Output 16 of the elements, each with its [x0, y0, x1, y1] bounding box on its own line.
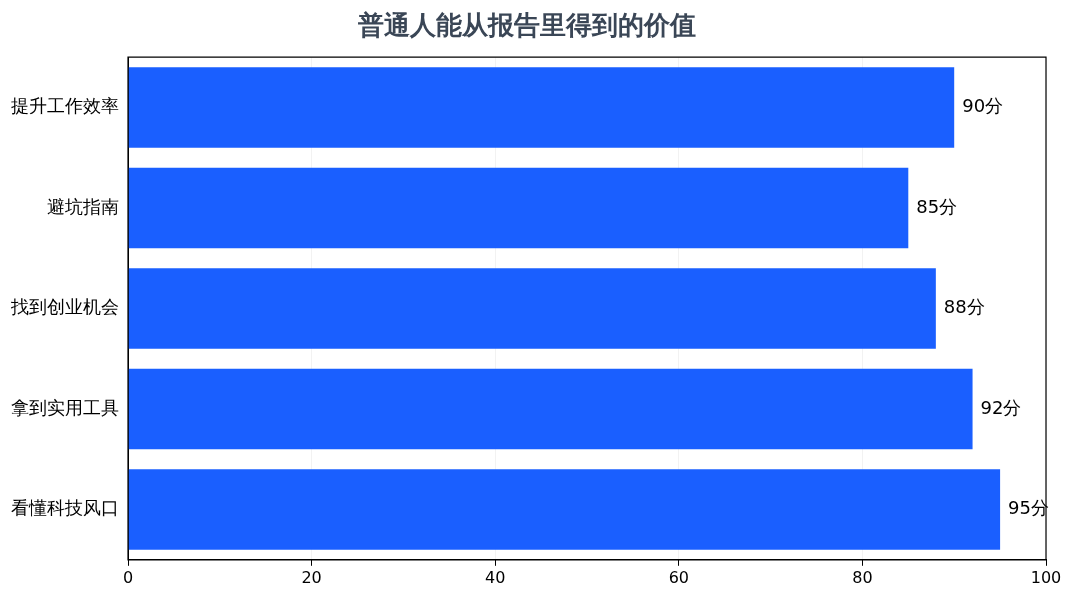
chart-title: 普通人能从报告里得到的价值: [357, 10, 696, 41]
y-tick-label: 看懂科技风口: [11, 497, 119, 519]
x-tick-label: 20: [301, 567, 322, 587]
x-tick-label: 0: [122, 567, 134, 587]
x-tick-label: 60: [668, 567, 689, 587]
x-tick-label: 100: [1030, 567, 1062, 587]
data-label: 92分: [980, 396, 1022, 418]
data-label: 90分: [962, 95, 1004, 117]
y-tick-label: 避坑指南: [47, 195, 119, 217]
y-tick-label: 找到创业机会: [10, 296, 119, 318]
y-tick-label: 拿到实用工具: [11, 396, 119, 418]
data-label: 85分: [916, 195, 958, 217]
y-tick-label: 提升工作效率: [11, 95, 119, 117]
x-tick-label: 40: [485, 567, 506, 587]
x-tick-label: 80: [852, 567, 873, 587]
data-label: 88分: [943, 296, 985, 318]
